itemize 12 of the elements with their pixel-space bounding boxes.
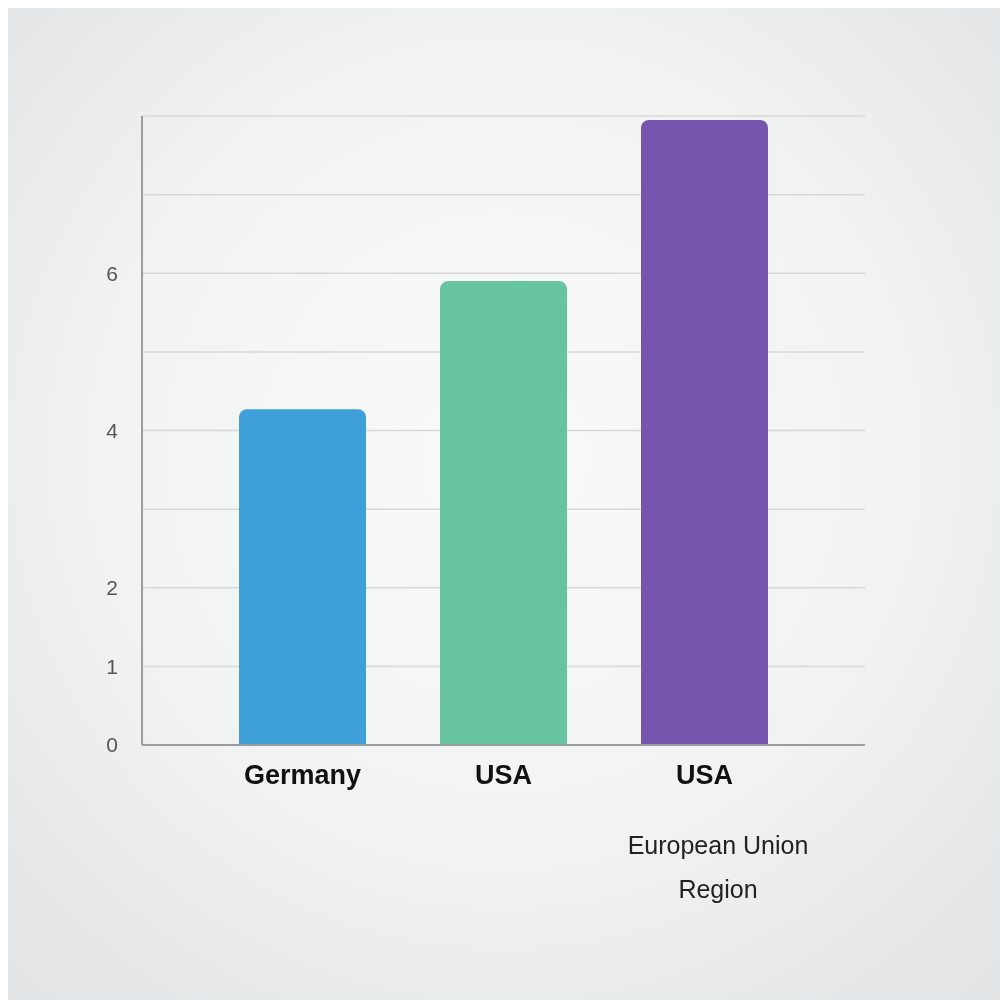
- bar: [641, 119, 768, 745]
- bar: [239, 409, 366, 745]
- y-tick-label: 0: [106, 733, 118, 757]
- y-tick-label: 2: [106, 576, 118, 600]
- bar: [440, 281, 567, 745]
- y-tick-label: 4: [106, 418, 119, 442]
- y-tick-label: 6: [106, 261, 118, 285]
- y-tick-label: 1: [106, 654, 118, 678]
- text: European Union Region: [626, 830, 810, 905]
- x-tick-label: USA: [474, 760, 533, 791]
- x-tick-label: Germany: [243, 760, 362, 791]
- x-tick-label: USA: [675, 760, 734, 791]
